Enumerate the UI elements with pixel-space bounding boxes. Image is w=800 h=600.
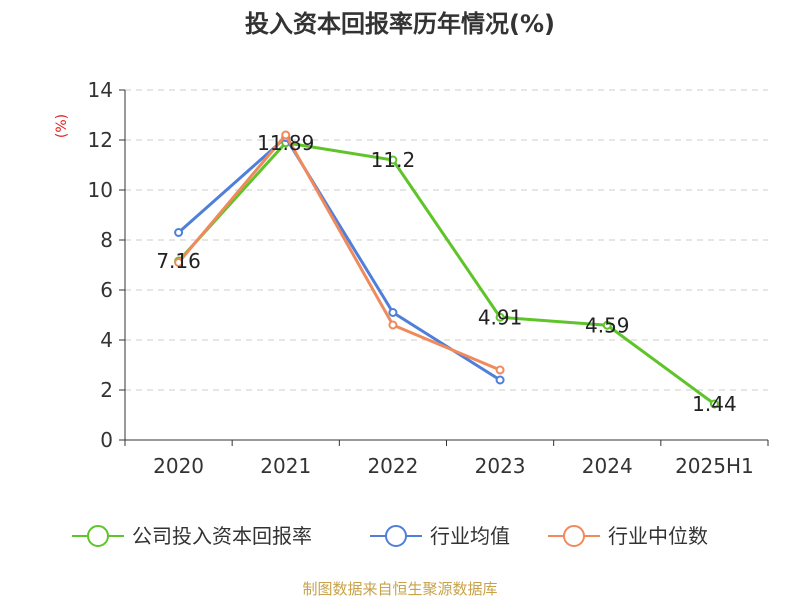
chart-title: 投入资本回报率历年情况(%) [245, 10, 555, 38]
data-point [281, 130, 291, 140]
data-label: 4.91 [478, 305, 523, 329]
axes: 0 2 4 6 8 10 12 14 2020 2021 2022 2023 2024 2025H1 [88, 78, 769, 478]
x-tick-label: 2021 [260, 454, 311, 478]
data-labels: 7.16 11.89 11.2 4.91 4.59 1.44 [156, 131, 736, 416]
data-label: 11.2 [371, 148, 416, 172]
legend-label: 公司投入资本回报率 [132, 524, 312, 548]
data-point [388, 320, 398, 330]
y-tick-label: 2 [100, 378, 113, 402]
data-label: 7.16 [156, 249, 201, 273]
x-tick-label: 2022 [367, 454, 418, 478]
data-point [495, 365, 505, 375]
y-tick-label: 4 [100, 328, 113, 352]
legend-marker [385, 525, 407, 547]
data-label: 4.59 [585, 313, 630, 337]
source-note: 制图数据来自恒生聚源数据库 [302, 580, 497, 598]
y-tick-label: 14 [88, 78, 113, 102]
legend-marker [563, 525, 585, 547]
data-point [174, 228, 184, 237]
y-tick-label: 8 [100, 228, 113, 252]
legend-item-1[interactable]: 行业均值 [370, 524, 510, 548]
data-point [495, 312, 505, 322]
data-label: 11.89 [257, 131, 314, 155]
data-point [495, 375, 505, 385]
series-lines [174, 130, 719, 409]
x-tick-label: 2023 [475, 454, 526, 478]
y-axis-label: (%) [54, 114, 70, 138]
y-tick-label: 12 [88, 128, 113, 152]
data-point [174, 258, 184, 267]
data-label: 1.44 [692, 392, 737, 416]
legend-label: 行业均值 [430, 524, 510, 548]
legend-label: 行业中位数 [608, 524, 708, 548]
legend[interactable]: 公司投入资本回报率 行业均值 行业中位数 [72, 524, 708, 548]
y-tick-label: 0 [100, 428, 113, 452]
series-line-1 [177, 136, 502, 382]
series-line-2 [177, 133, 502, 372]
legend-marker [87, 525, 109, 547]
legend-item-0[interactable]: 公司投入资本回报率 [72, 524, 312, 548]
x-tick-label: 2024 [582, 454, 633, 478]
x-tick-label: 2020 [153, 454, 204, 478]
data-point [602, 320, 612, 330]
data-point [388, 155, 398, 165]
y-tick-label: 6 [100, 278, 113, 302]
legend-item-2[interactable]: 行业中位数 [548, 524, 708, 548]
data-point [709, 399, 719, 409]
data-point [388, 308, 398, 317]
y-tick-label: 10 [88, 178, 113, 202]
x-tick-label: 2025H1 [675, 454, 754, 478]
series-line-0 [177, 141, 716, 406]
